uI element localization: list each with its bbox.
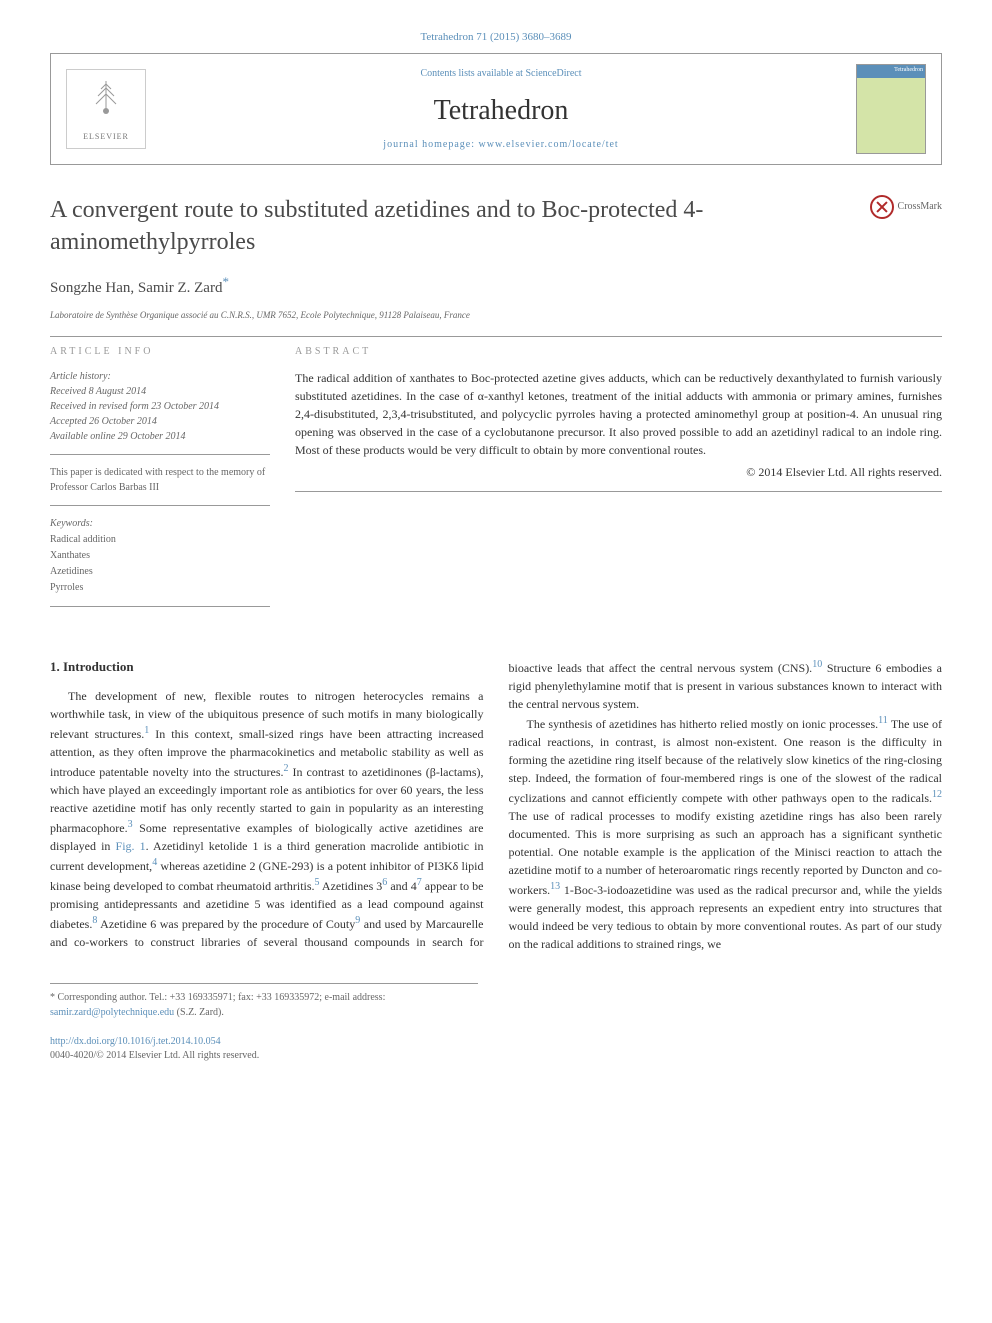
keyword: Radical addition [50,532,270,548]
elsevier-logo[interactable]: ELSEVIER [66,69,146,149]
corresponding-asterisk[interactable]: * [222,274,229,289]
corresponding-author-short: (S.Z. Zard). [174,1007,224,1018]
text-run: Azetidine 6 was prepared by the procedur… [97,917,355,931]
affiliation: Laboratoire de Synthèse Organique associ… [50,309,942,322]
contents-prefix: Contents lists available at [420,68,525,79]
footer-area: * Corresponding author. Tel.: +33 169335… [50,983,942,1063]
divider [50,336,942,337]
section-1-heading: 1. Introduction [50,657,484,677]
crossmark-label: CrossMark [898,200,942,214]
text-run: Azetidines 3 [320,879,383,893]
sciencedirect-link[interactable]: ScienceDirect [525,68,581,79]
journal-name: Tetrahedron [146,91,856,130]
elsevier-tree-icon [86,76,126,128]
article-history-block: Article history: Received 8 August 2014 … [50,369,270,455]
article-info-column: ARTICLE INFO Article history: Received 8… [50,345,270,607]
dedication: This paper is dedicated with respect to … [50,465,270,506]
info-abstract-row: ARTICLE INFO Article history: Received 8… [50,345,942,607]
text-run: The synthesis of azetidines has hitherto… [527,717,879,731]
article-info-label: ARTICLE INFO [50,345,270,359]
corresponding-email[interactable]: samir.zard@polytechnique.edu [50,1007,174,1018]
abstract-body: The radical addition of xanthates to Boc… [295,371,942,457]
contents-available-line: Contents lists available at ScienceDirec… [146,67,856,81]
authors-line: Songzhe Han, Samir Z. Zard* [50,273,942,299]
abstract-text: The radical addition of xanthates to Boc… [295,369,942,492]
accepted-date: Accepted 26 October 2014 [50,414,270,429]
header-center: Contents lists available at ScienceDirec… [146,67,856,152]
keywords-label: Keywords: [50,516,270,532]
ref-link[interactable]: 12 [932,789,942,800]
crossmark-badge[interactable]: CrossMark [870,195,942,219]
journal-cover-thumbnail[interactable] [856,64,926,154]
text-run: diabetes. [50,917,92,931]
keywords-block: Keywords: Radical addition Xanthates Aze… [50,516,270,607]
authors: Songzhe Han, Samir Z. Zard [50,280,222,296]
text-run: and 4 [387,879,416,893]
paragraph: The synthesis of azetidines has hitherto… [509,713,943,953]
article-title: A convergent route to substituted azetid… [50,195,850,257]
doi-link[interactable]: http://dx.doi.org/10.1016/j.tet.2014.10.… [50,1035,942,1049]
body-columns: 1. Introduction The development of new, … [50,657,942,953]
title-row: A convergent route to substituted azetid… [50,195,942,257]
journal-homepage-line: journal homepage: www.elsevier.com/locat… [146,138,856,152]
ref-link[interactable]: 13 [550,881,560,892]
homepage-prefix: journal homepage: [383,139,478,150]
footer-copyright: 0040-4020/© 2014 Elsevier Ltd. All right… [50,1049,942,1063]
ref-link[interactable]: 11 [878,715,888,726]
abstract-column: ABSTRACT The radical addition of xanthat… [295,345,942,607]
elsevier-text: ELSEVIER [83,131,129,142]
journal-header: ELSEVIER Contents lists available at Sci… [50,53,942,165]
abstract-label: ABSTRACT [295,345,942,359]
revised-date: Received in revised form 23 October 2014 [50,399,270,414]
homepage-link[interactable]: www.elsevier.com/locate/tet [479,139,619,150]
abstract-copyright: © 2014 Elsevier Ltd. All rights reserved… [295,463,942,481]
keyword: Xanthates [50,548,270,564]
text-run: 1-Boc-3-iodoazetidine was used as the ra… [509,883,943,951]
received-date: Received 8 August 2014 [50,384,270,399]
corresponding-text: * Corresponding author. Tel.: +33 169335… [50,992,385,1003]
top-citation[interactable]: Tetrahedron 71 (2015) 3680–3689 [50,30,942,45]
ref-link[interactable]: 10 [812,659,822,670]
figure-link[interactable]: Fig. 1 [116,839,146,853]
crossmark-icon [870,195,894,219]
online-date: Available online 29 October 2014 [50,429,270,444]
history-label: Article history: [50,369,270,384]
corresponding-author-note: * Corresponding author. Tel.: +33 169335… [50,983,478,1020]
keyword: Pyrroles [50,580,270,596]
keyword: Azetidines [50,564,270,580]
